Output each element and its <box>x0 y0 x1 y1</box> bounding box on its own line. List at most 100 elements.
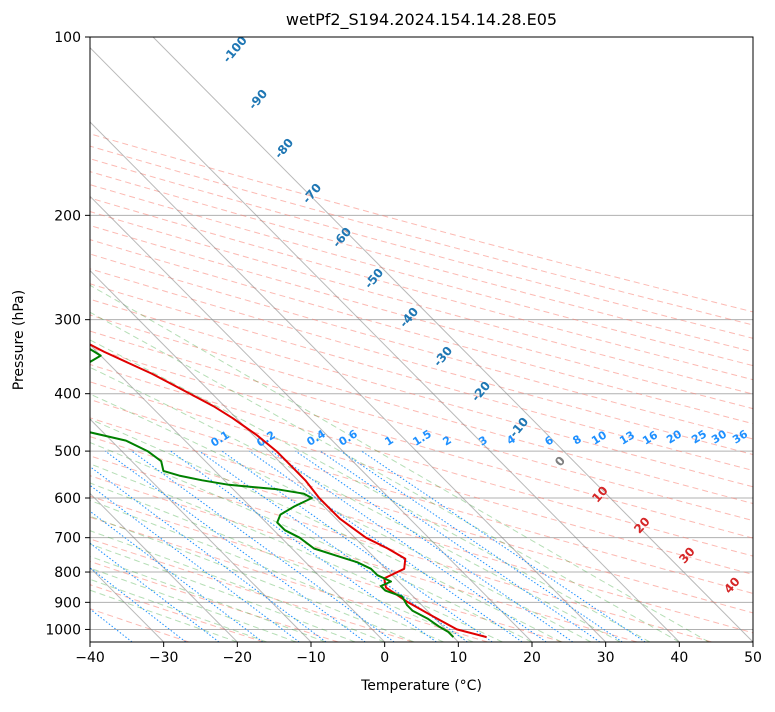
moist-adiabat-line <box>90 555 326 642</box>
moist-adiabat-line <box>90 311 680 642</box>
isotherm-line <box>90 269 459 642</box>
dry-adiabat-line <box>90 268 753 456</box>
isotherm-label: -90 <box>246 87 271 113</box>
dry-adiabat-line <box>90 608 189 642</box>
x-tick-label: 20 <box>523 650 541 666</box>
x-tick-label: 10 <box>449 650 467 666</box>
mixing-ratio-line <box>361 450 646 642</box>
mixing-ratio-line <box>221 450 493 642</box>
moist-adiabat-label: 30 <box>676 544 698 566</box>
isotherm-line <box>90 344 386 642</box>
y-tick-label: 900 <box>54 595 81 611</box>
mixing-ratio-line <box>131 450 395 642</box>
mixing-ratio-label: 10 <box>589 428 609 447</box>
mixing-ratio-label: 13 <box>617 428 637 447</box>
dry-adiabat-line <box>90 224 753 410</box>
y-tick-label: 800 <box>54 565 81 581</box>
y-tick-label: 300 <box>54 313 81 329</box>
mixing-ratio-label: 1.5 <box>410 427 433 448</box>
moist-adiabat-line <box>90 393 592 642</box>
moist-adiabat-label: 40 <box>721 574 743 596</box>
mixing-ratio-label: 8 <box>570 432 583 447</box>
dry-adiabat-line <box>90 436 753 634</box>
x-tick-label: 50 <box>744 650 762 666</box>
x-tick-label: −30 <box>149 650 179 666</box>
moist-adiabat-line <box>90 366 621 642</box>
isotherm-label: -20 <box>469 379 494 405</box>
mixing-ratio-line <box>90 567 187 642</box>
mixing-ratio-line <box>340 450 623 642</box>
dry-adiabat-line <box>90 538 414 642</box>
x-tick-label: −10 <box>296 650 326 666</box>
moist-adiabat-line <box>90 578 267 642</box>
isotherm-label: -80 <box>272 136 297 162</box>
y-tick-label: 1000 <box>45 622 81 638</box>
x-tick-label: 40 <box>670 650 688 666</box>
isotherm-line <box>90 418 312 642</box>
mixing-ratio-label: 3 <box>476 433 489 448</box>
isotherm-label: -40 <box>397 305 422 331</box>
chart-title: wetPf2_S194.2024.154.14.28.E05 <box>285 10 558 29</box>
mixing-ratio-line <box>90 466 327 642</box>
isotherm-line <box>152 37 753 642</box>
dry-adiabat-line <box>90 298 753 488</box>
dry-adiabat-line <box>90 158 753 339</box>
moist-adiabat-line <box>90 515 415 642</box>
mixing-ratio-label: 2 <box>440 433 453 448</box>
profile-line-1 <box>90 343 487 639</box>
x-axis-label: Temperature (°C) <box>361 678 482 694</box>
dry-adiabat-line <box>90 584 264 642</box>
moist-adiabat-line <box>90 284 710 642</box>
moist-adiabat-line <box>90 499 444 642</box>
moist-adiabat-label: 20 <box>631 514 653 536</box>
mixing-ratio-label: 1 <box>382 433 395 448</box>
moist-adiabat-line <box>90 339 651 642</box>
plot-frame <box>89 36 754 643</box>
x-tick-label: −20 <box>223 650 253 666</box>
dry-adiabat-line <box>90 399 753 594</box>
dry-adiabat-line <box>90 347 753 539</box>
dry-adiabat-line <box>90 145 753 326</box>
mixing-ratio-label: 16 <box>640 428 660 447</box>
dry-adiabat-line <box>90 314 753 505</box>
isotherm-label: -60 <box>330 225 355 251</box>
moist-adiabat-line <box>90 530 385 642</box>
mixing-ratio-line <box>104 450 366 642</box>
dry-adiabat-line <box>90 133 753 313</box>
profile-line-2 <box>90 347 455 638</box>
isotherm-label: -70 <box>300 181 325 207</box>
isotherm-label: -100 <box>220 33 250 65</box>
dry-adiabat-line <box>90 197 753 381</box>
x-tick-label: 0 <box>380 650 389 666</box>
moist-adiabat-line <box>90 463 503 642</box>
dry-adiabat-line <box>90 363 753 557</box>
dry-adiabat-line <box>90 211 753 395</box>
x-tick-label: 30 <box>597 650 615 666</box>
isotherm-line <box>90 121 607 642</box>
mixing-ratio-label: 0.2 <box>254 428 277 449</box>
dry-adiabat-line <box>90 330 753 522</box>
isotherm-line <box>90 492 238 642</box>
mixing-ratio-line <box>198 450 468 642</box>
mixing-ratio-line <box>90 484 300 642</box>
mixing-ratio-label: 0.1 <box>208 428 231 449</box>
mixing-ratio-label: 25 <box>689 427 709 446</box>
moist-adiabat-line <box>90 482 474 642</box>
mixing-ratio-label: 36 <box>730 427 750 446</box>
mixing-ratio-line <box>90 510 264 642</box>
moist-adiabat-line <box>90 589 238 642</box>
dry-adiabat-line <box>90 171 753 353</box>
dry-adiabat-line <box>90 283 753 471</box>
moist-adiabat-label: 10 <box>589 483 611 505</box>
isotherm-label: -30 <box>431 344 456 370</box>
y-axis-label: Pressure (hPa) <box>11 289 27 391</box>
dry-adiabat-line <box>90 495 563 642</box>
y-tick-label: 100 <box>54 30 81 46</box>
mixing-ratio-label: 20 <box>664 427 684 446</box>
dry-adiabat-line <box>90 475 638 642</box>
dry-adiabat-line <box>90 516 488 642</box>
dry-adiabat-line <box>90 253 753 440</box>
x-tick-label: −40 <box>75 650 105 666</box>
